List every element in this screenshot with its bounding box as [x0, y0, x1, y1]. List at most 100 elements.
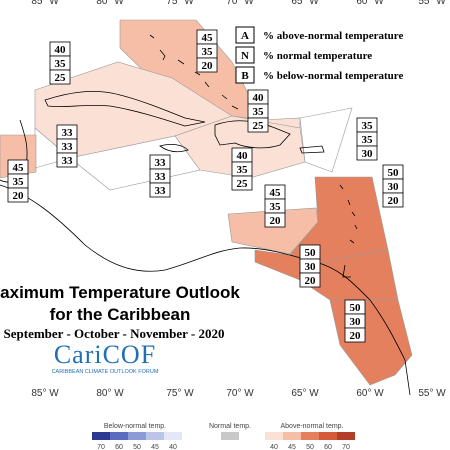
probability-value: 35 [362, 134, 374, 146]
probability-value: 20 [202, 60, 214, 72]
probability-value: 33 [155, 171, 167, 183]
colorbar-swatch [265, 432, 283, 440]
probability-cell [264, 212, 286, 228]
colorbar-swatch [319, 432, 337, 440]
colorbar-tick: 50 [306, 444, 314, 450]
longitude-labels: 85° W 85° W 80° W 80° W 75° W 75° W 70° W 70° W… [31, 0, 446, 399]
probability-value: 30 [362, 148, 374, 160]
probability-value: 30 [388, 181, 400, 193]
probability-cell [356, 145, 378, 161]
probability-value: 33 [62, 155, 74, 167]
colorbar-swatch [283, 432, 301, 440]
colorbar-swatch [337, 432, 355, 440]
probability-cell [196, 57, 218, 73]
probability-value: 35 [362, 120, 374, 132]
key-letter: A [241, 30, 249, 42]
probability-value: 45 [270, 187, 282, 199]
colorbar-swatch [92, 432, 110, 440]
colorbar-swatch [221, 432, 239, 440]
outlook-region [227, 207, 319, 255]
colorbar-tick: 50 [133, 444, 141, 450]
longitude-label: 60° W [356, 388, 384, 399]
colorbar-swatch [146, 432, 164, 440]
probability-value: 30 [305, 261, 317, 273]
probability-value: 35 [202, 46, 214, 58]
probability-value: 33 [62, 127, 74, 139]
probability-cell [49, 69, 71, 85]
probability-value: 35 [270, 201, 282, 213]
colorbar-label: Normal temp. [209, 423, 251, 430]
probability-value: 45 [202, 32, 214, 44]
colorbar: Below-normal temp. 70 60 50 45 40 Normal temp.… [92, 423, 355, 450]
colorbar-swatch [301, 432, 319, 440]
probability-value: 40 [55, 44, 67, 56]
probability-value: 20 [13, 190, 25, 202]
probability-cell [56, 152, 78, 168]
logo-tagline: CARIBBEAN CLIMATE OUTLOOK FORUM [52, 369, 159, 375]
colorbar-swatch [128, 432, 146, 440]
key: A % above-normal temperature N % normal … [235, 26, 403, 84]
probability-value: 30 [350, 316, 362, 328]
probability-value: 35 [55, 58, 67, 70]
key-text: % above-normal temperature [263, 30, 403, 42]
colorbar-tick: 40 [270, 444, 278, 450]
probability-value: 45 [13, 162, 25, 174]
probability-value: 40 [237, 150, 249, 162]
colorbar-tick: 60 [115, 444, 123, 450]
colorbar-label: Below-normal temp. [104, 423, 166, 430]
colorbar-swatch [110, 432, 128, 440]
colorbar-tick: 40 [169, 444, 177, 450]
colorbar-tick: 45 [151, 444, 159, 450]
probability-cell [247, 117, 269, 133]
colorbar-swatch [164, 432, 182, 440]
probability-value: 25 [253, 120, 265, 132]
probability-value: 33 [155, 185, 167, 197]
key-letter: N [241, 50, 249, 62]
outlook-region [299, 107, 353, 173]
longitude-label: 70° W [226, 0, 254, 7]
probability-value: 20 [305, 275, 317, 287]
probability-value: 33 [62, 141, 74, 153]
probability-value: 40 [253, 92, 265, 104]
title-line: Maximum Temperature Outlook [0, 283, 240, 302]
title-line: for the Caribbean [50, 305, 191, 324]
longitude-label: 65° W [291, 0, 319, 7]
probability-value: 25 [55, 72, 67, 84]
probability-value: 50 [305, 247, 317, 259]
key-text: % normal temperature [263, 50, 372, 62]
logo: CariCOF [54, 340, 156, 369]
probability-cell [231, 175, 253, 191]
probability-cell [382, 192, 404, 208]
longitude-label: 80° W [96, 0, 124, 7]
probability-value: 35 [253, 106, 265, 118]
title-block: Maximum Temperature Outlook for the Cari… [0, 283, 240, 375]
probability-value: 35 [237, 164, 249, 176]
probability-value: 33 [155, 157, 167, 169]
longitude-label: 80° W [96, 388, 124, 399]
subtitle: September - October - November - 2020 [4, 326, 225, 341]
colorbar-tick: 45 [288, 444, 296, 450]
probability-value: 50 [388, 167, 400, 179]
probability-value: 20 [270, 215, 282, 227]
colorbar-tick: 70 [97, 444, 105, 450]
probability-value: 35 [13, 176, 25, 188]
longitude-label: 85° W [31, 388, 59, 399]
outlook-region [329, 299, 413, 386]
probability-value: 25 [237, 178, 249, 190]
longitude-label: 70° W [226, 388, 254, 399]
probability-value: 50 [350, 302, 362, 314]
colorbar-label: Above-normal temp. [280, 423, 343, 430]
key-text: % below-normal temperature [263, 70, 403, 82]
longitude-label: 55° W [418, 0, 446, 7]
longitude-label: 85° W [31, 0, 59, 7]
probability-cell [344, 327, 366, 343]
longitude-label: 65° W [291, 388, 319, 399]
colorbar-tick: 70 [342, 444, 350, 450]
longitude-label: 60° W [356, 0, 384, 7]
longitude-label: 55° W [418, 388, 446, 399]
probability-cell [7, 187, 29, 203]
probability-cell [299, 272, 321, 288]
probability-value: 20 [350, 330, 362, 342]
longitude-label: 75° W [166, 388, 194, 399]
